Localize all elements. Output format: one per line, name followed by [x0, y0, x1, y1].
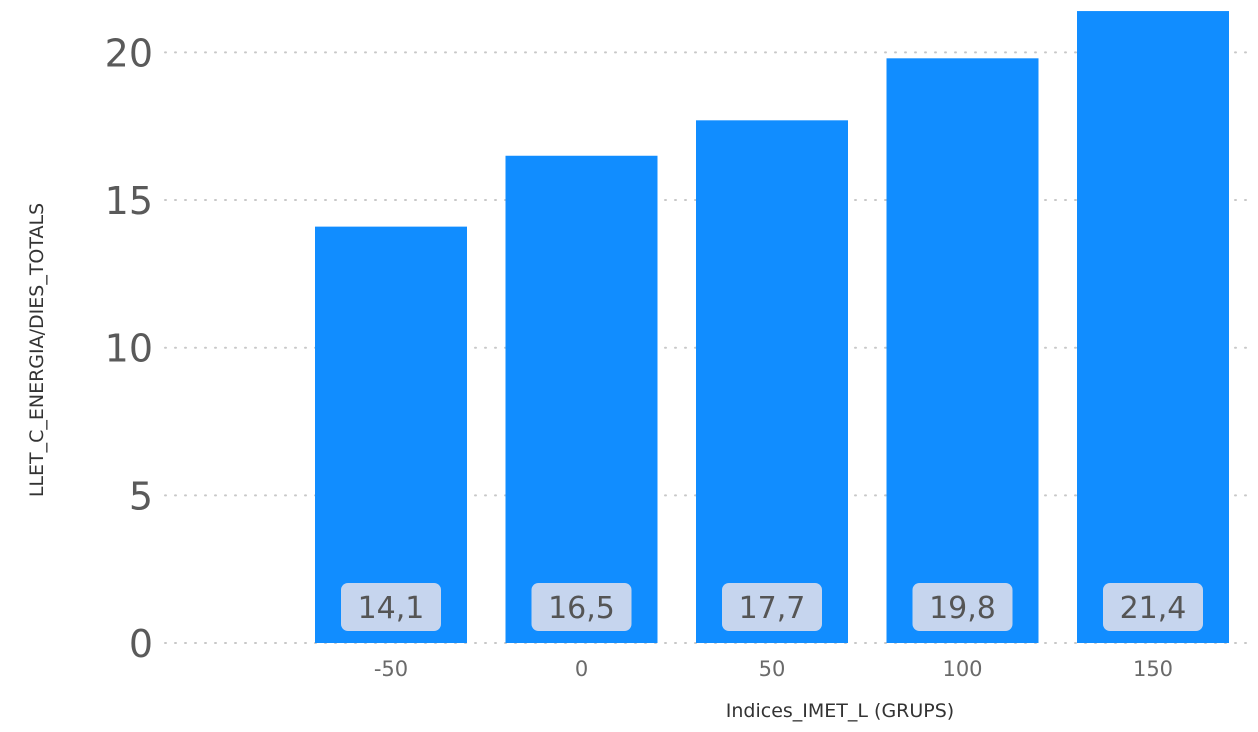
x-axis-ticks: -50 0 50 100 150	[374, 657, 1173, 681]
bar	[505, 155, 658, 643]
data-label-background	[341, 583, 441, 631]
y-axis-label: LLET_C_ENERGIA/DIES_TOTALS	[26, 203, 48, 497]
y-tick-label: 5	[129, 474, 153, 518]
data-label: 14,1	[358, 591, 425, 626]
data-label-background	[722, 583, 822, 631]
data-label: 19,8	[929, 591, 996, 626]
x-tick-label: 50	[759, 657, 786, 681]
y-tick-label: 10	[105, 327, 153, 371]
y-tick-label: 20	[105, 31, 153, 75]
bar	[886, 58, 1039, 643]
x-tick-label: -50	[374, 657, 408, 681]
bar	[696, 120, 848, 644]
data-label: 21,4	[1120, 591, 1187, 626]
data-label-background	[531, 583, 632, 631]
bar	[315, 226, 467, 643]
x-tick-label: 100	[942, 657, 982, 681]
bar	[1077, 11, 1229, 644]
x-tick-label: 150	[1133, 657, 1173, 681]
x-tick-label: 0	[575, 657, 588, 681]
y-axis-ticks: 0 5 10 15 20	[105, 31, 153, 666]
y-tick-label: 0	[129, 622, 153, 666]
x-axis-label: Indices_IMET_L (GRUPS)	[726, 700, 954, 722]
data-label: 17,7	[739, 591, 806, 626]
data-label: 16,5	[548, 591, 615, 626]
data-label-background	[1103, 583, 1203, 631]
data-label-background	[912, 583, 1013, 631]
y-tick-label: 15	[105, 179, 153, 223]
bars: 14,1 16,5 17,7 19,8 21,4	[315, 11, 1229, 644]
